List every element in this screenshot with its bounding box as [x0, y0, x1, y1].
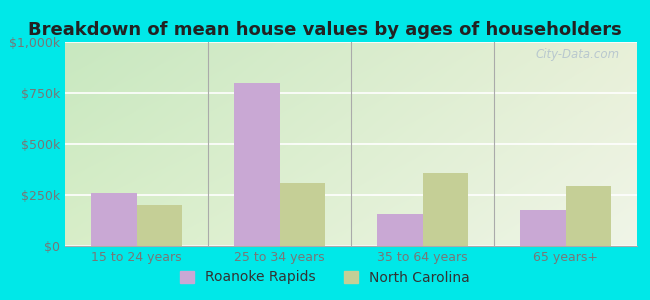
- Bar: [136, 205, 182, 246]
- Text: Breakdown of mean house values by ages of householders: Breakdown of mean house values by ages o…: [28, 21, 622, 39]
- Bar: [422, 172, 468, 246]
- Bar: [280, 183, 325, 246]
- Bar: [566, 186, 611, 246]
- Bar: [234, 83, 280, 246]
- Bar: [91, 193, 136, 246]
- Text: City-Data.com: City-Data.com: [536, 48, 620, 61]
- Bar: [520, 210, 566, 246]
- Legend: Roanoke Rapids, North Carolina: Roanoke Rapids, North Carolina: [175, 265, 475, 290]
- Bar: [377, 214, 423, 246]
